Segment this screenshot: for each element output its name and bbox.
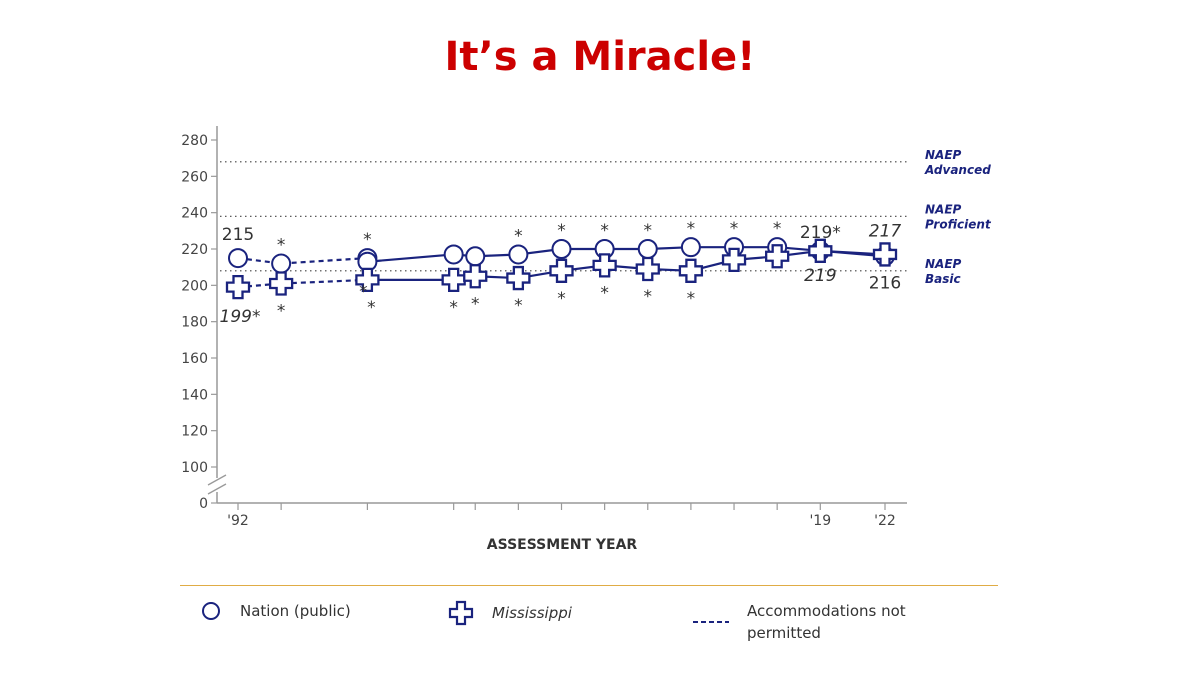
x-tick-label: '92 [227,513,249,529]
mississippi-line-segment [237,278,368,289]
mississippi-point [721,247,747,273]
y-tick-label: 280 [181,133,208,149]
y-tick-label: 160 [181,351,208,367]
axis-break [207,474,227,486]
nation-point [271,253,292,274]
y-tick-label: 200 [181,278,208,294]
x-tick-label: '22 [874,513,896,529]
mississippi-significance-mark: * [600,283,609,303]
nation-point [465,246,486,267]
data-label: 216 [869,273,901,293]
mississippi-significance-mark: * [471,294,480,314]
y-tick-label: 180 [181,315,208,331]
reference-label: Advanced [924,163,991,177]
nation-significance-mark: * [687,219,696,239]
nation-significance-mark: * [773,219,782,239]
mississippi-point [808,238,833,263]
reference-label: NAEP [925,148,962,162]
data-label: 219* [800,223,841,243]
legend-item-nation: Nation (public) [200,600,351,622]
data-label: 219 [804,266,836,286]
page-title: It’s a Miracle! [444,34,756,80]
nation-significance-mark: * [514,226,523,246]
mississippi-significance-mark: * [644,287,653,307]
reference-label: NAEP [925,202,962,216]
nation-point [680,237,701,258]
nation-point [228,248,248,269]
legend-label-accommodations: Accommodations not permitted [747,602,906,642]
reference-label: Basic [925,272,961,286]
y-tick-label: 140 [181,387,208,403]
mississippi-significance-mark: * [277,302,286,322]
nation-significance-mark: * [600,221,609,241]
mississippi-point [872,242,898,267]
mississippi-point [635,256,660,282]
mississippi-point [441,267,466,293]
circle-marker-icon [202,602,220,620]
mississippi-significance-mark: * [367,298,376,318]
nation-point [443,244,464,265]
y-tick-label: 0 [199,496,208,512]
nation-significance-mark: * [557,221,566,241]
nation-significance-mark: * [644,221,653,241]
mississippi-significance-mark: * [557,289,566,309]
y-tick-label: 240 [181,206,208,222]
reference-label: Proficient [925,217,992,231]
mississippi-point [355,267,380,293]
line-chart: NAEPAdvancedNAEPProficientNAEPBasic01001… [181,126,992,553]
mississippi-point [506,265,531,291]
mississippi-point [765,244,790,269]
nation-significance-mark: * [730,219,739,239]
nation-point [637,239,658,259]
nation-point [551,239,572,259]
mississippi-point [549,258,574,283]
y-tick-label: 100 [181,460,208,476]
legend-divider [180,585,998,586]
y-tick-label: 260 [181,169,208,185]
mississippi-point [268,271,294,296]
legend-label-mississippi: Mississippi [492,604,572,622]
dashed-line-icon [693,621,729,623]
y-tick-label: 220 [181,242,208,258]
nation-point [508,244,529,265]
reference-label: NAEP [925,257,962,271]
nation-significance-mark: * [277,236,286,256]
nation-significance-mark: * [363,230,372,250]
legend-item-accommodations: Accommodations not permitted [693,600,922,644]
x-axis-title: ASSESSMENT YEAR [487,537,638,553]
axis-break [207,483,227,495]
data-label: 199* [220,307,261,327]
mississippi-point [463,264,488,289]
mississippi-point [678,258,704,283]
data-label: 215 [222,225,254,245]
mississippi-significance-mark: * [687,289,696,309]
mississippi-point [592,253,617,278]
cross-marker-icon [448,600,474,626]
mississippi-point [225,275,251,300]
legend-label-nation: Nation (public) [240,602,351,620]
x-tick-label: '19 [809,513,831,529]
data-label: * [359,282,368,302]
mississippi-significance-mark: * [449,298,458,318]
data-label: 217 [869,221,902,241]
mississippi-significance-mark: * [514,296,523,316]
nation-line-segment [237,256,368,265]
y-tick-label: 120 [181,424,208,440]
legend-item-mississippi: Mississippi [448,600,572,626]
